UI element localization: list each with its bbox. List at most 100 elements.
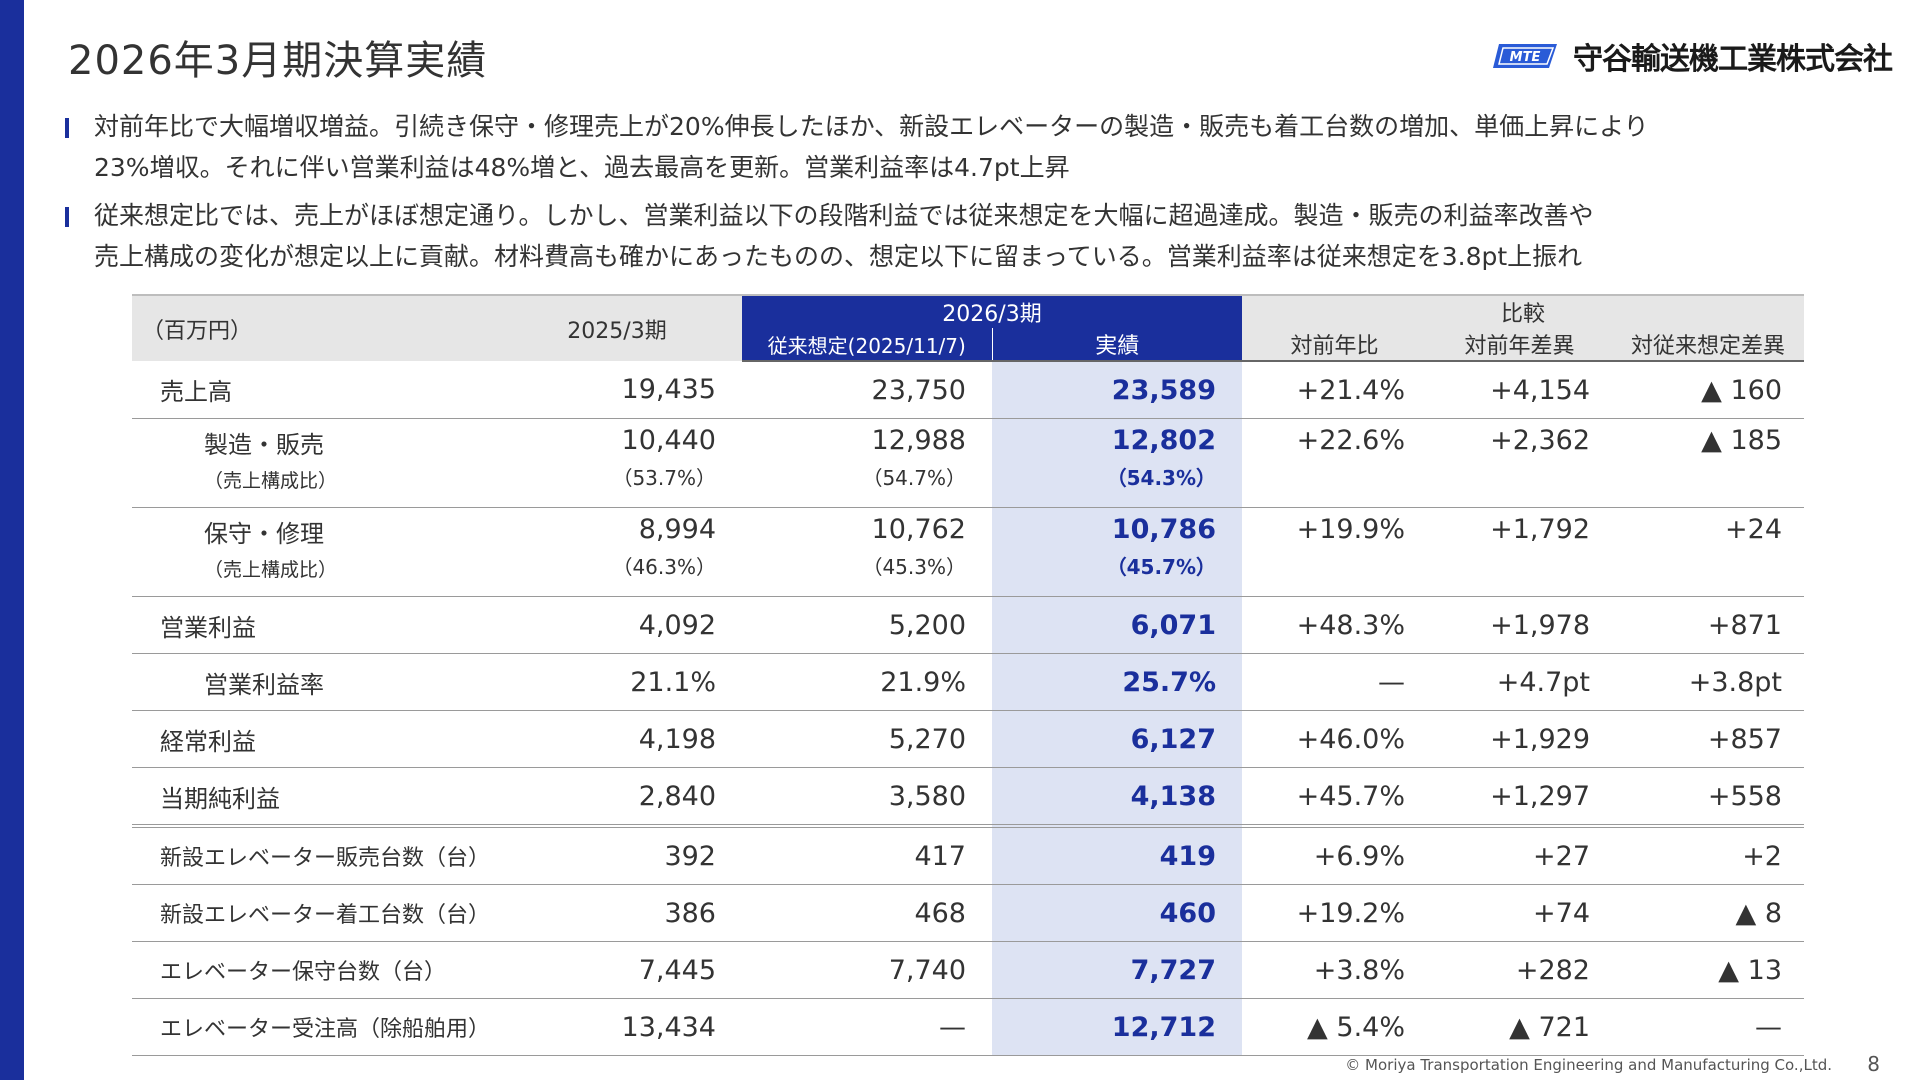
cell-actual: 7,727 — [992, 941, 1242, 999]
table-row: 売上高 19,435 23,750 23,589 +21.4% +4,154 ▲… — [132, 361, 1804, 419]
cell-plan: 21.9% — [742, 653, 992, 711]
bullet-item: 従来想定比では、売上がほぼ想定通り。しかし、営業利益以下の段階利益では従来想定を… — [64, 195, 1864, 277]
row-label: 経常利益 — [132, 710, 492, 768]
row-label-main: 保守・修理 — [204, 520, 324, 548]
cell-yoy-diff: +1,297 — [1427, 767, 1612, 828]
cell-share: （45.7%） — [1106, 555, 1216, 579]
row-sublabel: （売上構成比） — [204, 559, 338, 581]
cell-yoy-diff: +4.7pt — [1427, 653, 1612, 711]
company-logo: MTE 守谷輸送機工業株式会社 — [1493, 34, 1893, 78]
cell-value: 8,994 — [638, 514, 716, 545]
cell-share: （54.3%） — [1106, 466, 1216, 490]
cell-share: （54.7%） — [862, 466, 966, 490]
cell-fy2025: 21.1% — [492, 653, 742, 711]
left-accent-bar — [0, 0, 24, 1080]
row-label: 新設エレベーター販売台数（台） — [132, 826, 492, 885]
header-unit: （百万円） — [132, 295, 492, 361]
cell-value: 12,802 — [1111, 425, 1216, 456]
copyright-footer: © Moriya Transportation Engineering and … — [1345, 1056, 1832, 1074]
table-row: 製造・販売 （売上構成比） 10,440 （53.7%） 12,988 （54.7%）… — [132, 418, 1804, 508]
bullet-item: 対前年比で大幅増収増益。引続き保守・修理売上が20%伸長したほか、新設エレベータ… — [64, 106, 1864, 188]
summary-bullets: 対前年比で大幅増収増益。引続き保守・修理売上が20%伸長したほか、新設エレベータ… — [64, 106, 1864, 284]
cell-actual: 12,802 （54.3%） — [992, 418, 1242, 508]
page-title: 2026年3月期決算実績 — [68, 38, 488, 84]
cell-fy2025: 10,440 （53.7%） — [492, 418, 742, 508]
cell-yoy-pct: +46.0% — [1242, 710, 1427, 768]
cell-actual: 10,786 （45.7%） — [992, 507, 1242, 597]
cell-yoy-diff: +74 — [1427, 884, 1612, 942]
cell-share: （45.3%） — [862, 555, 966, 579]
cell-plan-diff: +24 — [1612, 507, 1804, 597]
mte-logo-icon: MTE — [1493, 44, 1557, 68]
cell-plan-diff: +871 — [1612, 596, 1804, 654]
cell-value: 12,988 — [871, 425, 966, 456]
cell-fy2025: 19,435 — [492, 361, 742, 419]
cell-plan-diff: ▲ 8 — [1612, 884, 1804, 942]
cell-plan-diff: +2 — [1612, 826, 1804, 885]
cell-plan: 417 — [742, 826, 992, 885]
cell-fy2025: 4,092 — [492, 596, 742, 654]
table-row: 営業利益率 21.1% 21.9% 25.7% — +4.7pt +3.8pt — [132, 653, 1804, 711]
cell-plan-diff: +558 — [1612, 767, 1804, 828]
cell-actual: 460 — [992, 884, 1242, 942]
row-label: 製造・販売 （売上構成比） — [132, 418, 492, 508]
header-yoy-pct: 対前年比 — [1242, 328, 1427, 362]
cell-value: 10,440 — [621, 425, 716, 456]
row-label: 営業利益率 — [132, 653, 492, 711]
cell-plan: 5,270 — [742, 710, 992, 768]
cell-plan-diff: +3.8pt — [1612, 653, 1804, 711]
table-row: 保守・修理 （売上構成比） 8,994 （46.3%） 10,762 （45.3%） … — [132, 507, 1804, 597]
cell-yoy-pct: +3.8% — [1242, 941, 1427, 999]
cell-plan: 12,988 （54.7%） — [742, 418, 992, 508]
results-table: （百万円） 2025/3期 2026/3期 比較 従来想定(2025/11/7)… — [132, 294, 1804, 1056]
header-compare: 比較 — [1242, 295, 1804, 328]
cell-actual: 419 — [992, 826, 1242, 885]
cell-plan-diff: — — [1612, 998, 1804, 1056]
row-label-main: 製造・販売 — [204, 431, 324, 459]
bullet-line: 従来想定比では、売上がほぼ想定通り。しかし、営業利益以下の段階利益では従来想定を… — [94, 201, 1594, 230]
row-label: エレベーター受注高（除船舶用） — [132, 998, 492, 1056]
table-row: エレベーター保守台数（台） 7,445 7,740 7,727 +3.8% +2… — [132, 941, 1804, 999]
cell-actual: 4,138 — [992, 767, 1242, 828]
cell-fy2025: 4,198 — [492, 710, 742, 768]
cell-plan-diff: ▲ 160 — [1612, 361, 1804, 419]
cell-share: （53.7%） — [612, 466, 716, 490]
cell-fy2025: 13,434 — [492, 998, 742, 1056]
cell-yoy-pct: +45.7% — [1242, 767, 1427, 828]
table-row: エレベーター受注高（除船舶用） 13,434 — 12,712 ▲ 5.4% ▲… — [132, 998, 1804, 1056]
cell-yoy-diff: +27 — [1427, 826, 1612, 885]
cell-value: 10,762 — [871, 514, 966, 545]
cell-actual: 23,589 — [992, 361, 1242, 419]
cell-yoy-pct: ▲ 5.4% — [1242, 998, 1427, 1056]
cell-yoy-diff: +1,792 — [1427, 507, 1612, 597]
cell-actual: 25.7% — [992, 653, 1242, 711]
cell-yoy-pct: +21.4% — [1242, 361, 1427, 419]
cell-plan: 10,762 （45.3%） — [742, 507, 992, 597]
row-label: 当期純利益 — [132, 767, 492, 828]
bullet-line: 23%増収。それに伴い営業利益は48%増と、過去最高を更新。営業利益率は4.7p… — [94, 153, 1070, 182]
cell-plan: 468 — [742, 884, 992, 942]
cell-yoy-diff: +282 — [1427, 941, 1612, 999]
cell-yoy-diff: ▲ 721 — [1427, 998, 1612, 1056]
cell-fy2025: 8,994 （46.3%） — [492, 507, 742, 597]
cell-plan: 23,750 — [742, 361, 992, 419]
cell-actual: 6,127 — [992, 710, 1242, 768]
table-row: 新設エレベーター着工台数（台） 386 468 460 +19.2% +74 ▲… — [132, 884, 1804, 942]
cell-fy2025: 386 — [492, 884, 742, 942]
bullet-line: 売上構成の変化が想定以上に貢献。材料費高も確かにあったものの、想定以下に留まって… — [94, 242, 1583, 271]
cell-yoy-pct: +19.2% — [1242, 884, 1427, 942]
row-label: 売上高 — [132, 361, 492, 419]
cell-yoy-diff: +4,154 — [1427, 361, 1612, 419]
cell-plan: 3,580 — [742, 767, 992, 828]
cell-yoy-pct: +6.9% — [1242, 826, 1427, 885]
cell-actual: 6,071 — [992, 596, 1242, 654]
cell-yoy-diff: +1,929 — [1427, 710, 1612, 768]
company-name: 守谷輸送機工業株式会社 — [1573, 42, 1893, 77]
cell-yoy-pct: +22.6% — [1242, 418, 1427, 508]
cell-yoy-pct: — — [1242, 653, 1427, 711]
cell-fy2025: 2,840 — [492, 767, 742, 828]
row-label: 営業利益 — [132, 596, 492, 654]
table-row: 新設エレベーター販売台数（台） 392 417 419 +6.9% +27 +2 — [132, 826, 1804, 885]
header-plan: 従来想定(2025/11/7) — [742, 328, 993, 362]
results-table-wrapper: （百万円） 2025/3期 2026/3期 比較 従来想定(2025/11/7)… — [132, 294, 1804, 1056]
